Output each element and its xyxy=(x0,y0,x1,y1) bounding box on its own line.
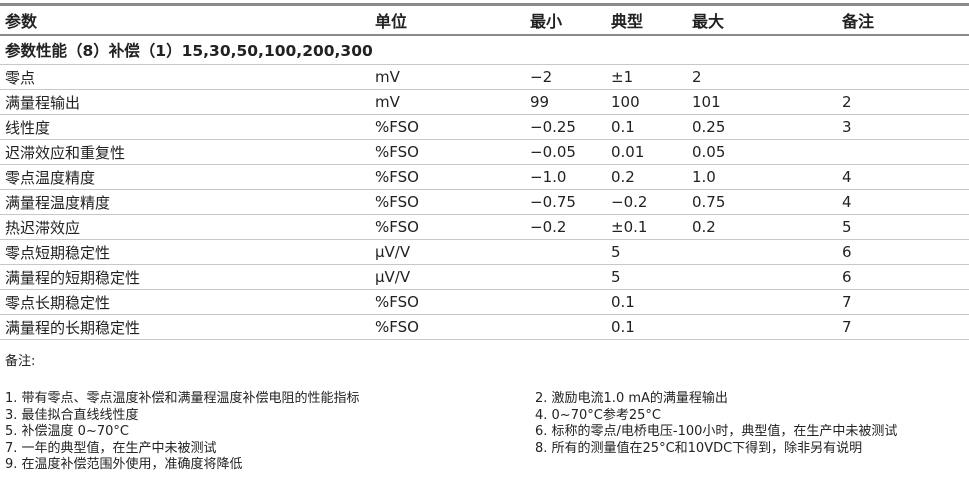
cell-typ: 100 xyxy=(606,89,687,115)
cell-max xyxy=(687,314,837,340)
cell-note: 6 xyxy=(837,264,969,290)
table-row: 迟滞效应和重复性 %FSO −0.05 0.01 0.05 xyxy=(0,139,969,165)
cell-param: 满量程的长期稳定性 xyxy=(0,314,370,340)
cell-unit: %FSO xyxy=(370,139,525,165)
cell-min: −2 xyxy=(525,64,606,90)
header-max: 最大 xyxy=(687,3,837,36)
cell-max xyxy=(687,264,837,290)
cell-param: 零点 xyxy=(0,64,370,90)
table-row: 零点温度精度 %FSO −1.0 0.2 1.0 4 xyxy=(0,164,969,190)
section-title: 参数性能（8）补偿（1）15,30,50,100,200,300 xyxy=(0,35,969,65)
cell-param: 零点长期稳定性 xyxy=(0,289,370,315)
table-row: 满量程温度精度 %FSO −0.75 −0.2 0.75 4 xyxy=(0,189,969,215)
cell-min: −1.0 xyxy=(525,164,606,190)
cell-min xyxy=(525,314,606,340)
note-item: 6. 标称的零点/电桥电压-100小时，典型值，在生产中未被测试 xyxy=(535,424,898,439)
cell-typ: 5 xyxy=(606,239,687,265)
cell-unit: mV xyxy=(370,64,525,90)
cell-note: 7 xyxy=(837,314,969,340)
cell-max: 0.25 xyxy=(687,114,837,140)
notes-title: 备注: xyxy=(5,354,36,369)
cell-typ: 5 xyxy=(606,264,687,290)
cell-note: 4 xyxy=(837,164,969,190)
cell-param: 迟滞效应和重复性 xyxy=(0,139,370,165)
cell-max: 2 xyxy=(687,64,837,90)
table-row: 线性度 %FSO −0.25 0.1 0.25 3 xyxy=(0,114,969,140)
cell-min: −0.05 xyxy=(525,139,606,165)
cell-min: −0.25 xyxy=(525,114,606,140)
cell-min: −0.75 xyxy=(525,189,606,215)
cell-typ: 0.1 xyxy=(606,114,687,140)
cell-typ: 0.1 xyxy=(606,289,687,315)
table-row: 零点短期稳定性 μV/V 5 6 xyxy=(0,239,969,265)
table-row: 满量程的长期稳定性 %FSO 0.1 7 xyxy=(0,314,969,340)
header-note: 备注 xyxy=(837,3,969,36)
cell-unit: %FSO xyxy=(370,164,525,190)
table-row: 满量程输出 mV 99 100 101 2 xyxy=(0,89,969,115)
cell-typ: ±0.1 xyxy=(606,214,687,240)
cell-unit: %FSO xyxy=(370,114,525,140)
cell-max xyxy=(687,239,837,265)
table-row: 零点 mV −2 ±1 2 xyxy=(0,64,969,90)
spec-table: 参数 单位 最小 典型 最大 备注 参数性能（8）补偿（1）15,30,50,1… xyxy=(0,3,969,340)
cell-typ: −0.2 xyxy=(606,189,687,215)
cell-unit: %FSO xyxy=(370,289,525,315)
cell-unit: μV/V xyxy=(370,264,525,290)
cell-unit: mV xyxy=(370,89,525,115)
table-header: 参数 单位 最小 典型 最大 备注 xyxy=(0,3,969,36)
cell-max: 0.05 xyxy=(687,139,837,165)
cell-min xyxy=(525,239,606,265)
cell-typ: ±1 xyxy=(606,64,687,90)
cell-unit: %FSO xyxy=(370,214,525,240)
cell-typ: 0.01 xyxy=(606,139,687,165)
cell-param: 热迟滞效应 xyxy=(0,214,370,240)
cell-note: 3 xyxy=(837,114,969,140)
cell-param: 满量程输出 xyxy=(0,89,370,115)
cell-unit: %FSO xyxy=(370,189,525,215)
cell-max: 0.75 xyxy=(687,189,837,215)
cell-unit: μV/V xyxy=(370,239,525,265)
cell-min: −0.2 xyxy=(525,214,606,240)
note-item: 1. 带有零点、零点温度补偿和满量程温度补偿电阻的性能指标 xyxy=(5,391,360,406)
cell-note: 7 xyxy=(837,289,969,315)
note-item: 3. 最佳拟合直线线性度 xyxy=(5,407,139,423)
cell-param: 满量程温度精度 xyxy=(0,189,370,215)
note-item: 7. 一年的典型值，在生产中未被测试 xyxy=(5,440,217,456)
table-row: 零点长期稳定性 %FSO 0.1 7 xyxy=(0,289,969,315)
note-item: 9. 在温度补偿范围外使用，准确度将降低 xyxy=(5,457,243,472)
cell-max: 101 xyxy=(687,89,837,115)
cell-note: 6 xyxy=(837,239,969,265)
section-row: 参数性能（8）补偿（1）15,30,50,100,200,300 xyxy=(0,35,969,65)
cell-max: 0.2 xyxy=(687,214,837,240)
header-typ: 典型 xyxy=(606,3,687,36)
cell-min: 99 xyxy=(525,89,606,115)
note-item: 2. 激励电流1.0 mA的满量程输出 xyxy=(535,391,728,406)
header-param: 参数 xyxy=(0,3,370,36)
cell-min xyxy=(525,264,606,290)
cell-note: 5 xyxy=(837,214,969,240)
cell-typ: 0.1 xyxy=(606,314,687,340)
header-min: 最小 xyxy=(525,3,606,36)
cell-min xyxy=(525,289,606,315)
cell-typ: 0.2 xyxy=(606,164,687,190)
cell-param: 零点短期稳定性 xyxy=(0,239,370,265)
note-item: 8. 所有的测量值在25°C和10VDC下得到，除非另有说明 xyxy=(535,440,863,456)
cell-note xyxy=(837,64,969,90)
cell-param: 线性度 xyxy=(0,114,370,140)
cell-note xyxy=(837,139,969,165)
table-row: 满量程的短期稳定性 μV/V 5 6 xyxy=(0,264,969,290)
table-row: 热迟滞效应 %FSO −0.2 ±0.1 0.2 5 xyxy=(0,214,969,240)
cell-max: 1.0 xyxy=(687,164,837,190)
cell-param: 满量程的短期稳定性 xyxy=(0,264,370,290)
cell-unit: %FSO xyxy=(370,314,525,340)
cell-max xyxy=(687,289,837,315)
note-item: 4. 0~70°C参考25°C xyxy=(535,407,661,423)
note-item: 5. 补偿温度 0~70°C xyxy=(5,424,129,439)
cell-param: 零点温度精度 xyxy=(0,164,370,190)
cell-note: 2 xyxy=(837,89,969,115)
header-unit: 单位 xyxy=(370,3,525,36)
cell-note: 4 xyxy=(837,189,969,215)
